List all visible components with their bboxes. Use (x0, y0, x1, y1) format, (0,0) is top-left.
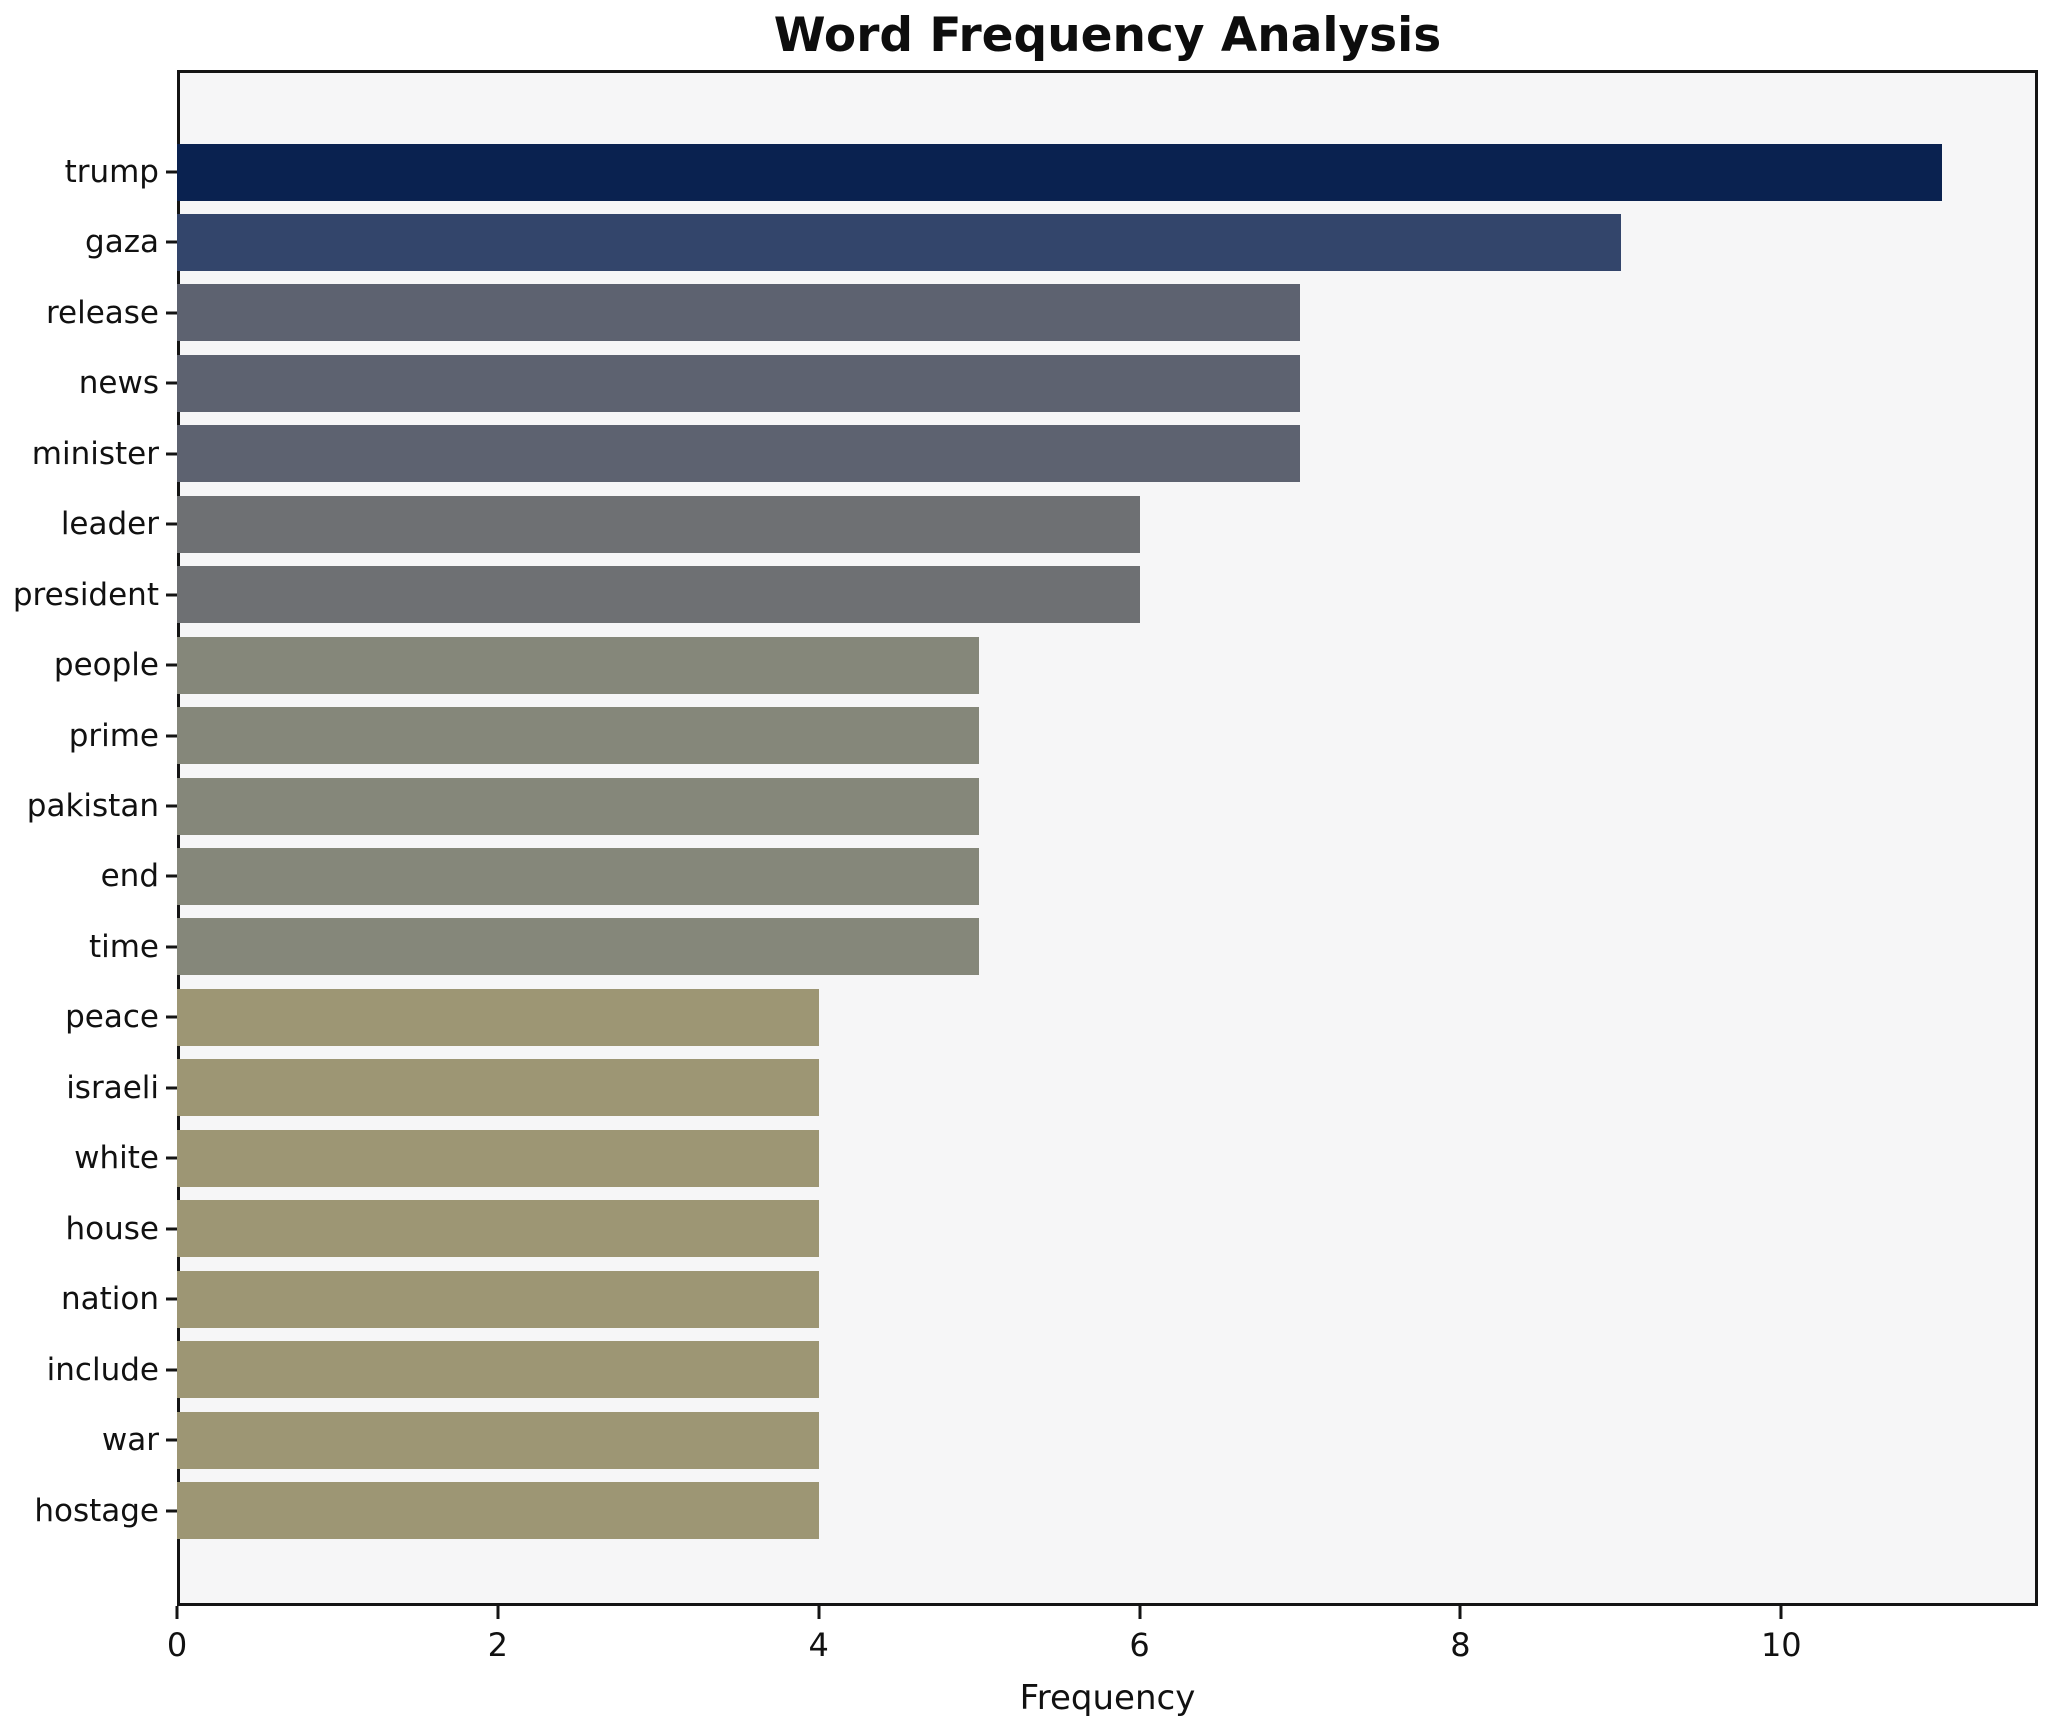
y-tick-mark (166, 1086, 177, 1090)
x-tick-mark (496, 1606, 500, 1619)
y-tick-mark (166, 1015, 177, 1019)
y-tick-label-time: time (88, 928, 159, 965)
bar-pakistan (177, 777, 980, 835)
bar-minister (177, 425, 1301, 483)
bar-house (177, 1200, 819, 1258)
y-tick-mark (166, 593, 177, 597)
x-tick-label-4: 4 (808, 1626, 829, 1664)
bar-time (177, 918, 980, 976)
y-tick-label-minister: minister (31, 435, 159, 472)
bar-include (177, 1341, 819, 1399)
y-tick-mark (166, 1156, 177, 1160)
bar-white (177, 1129, 819, 1187)
y-tick-label-white: white (74, 1140, 159, 1177)
x-tick-mark (1458, 1606, 1462, 1619)
bar-people (177, 636, 980, 694)
y-tick-label-end: end (100, 858, 159, 895)
x-tick-mark (175, 1606, 179, 1619)
bar-nation (177, 1270, 819, 1328)
x-tick-label-2: 2 (487, 1626, 509, 1664)
y-tick-label-prime: prime (68, 717, 159, 754)
y-tick-mark (166, 240, 177, 244)
bar-leader (177, 495, 1140, 553)
x-tick-label-10: 10 (1760, 1626, 1802, 1664)
x-tick-label-6: 6 (1129, 1626, 1150, 1664)
bar-prime (177, 707, 980, 765)
y-tick-label-people: people (53, 647, 159, 684)
y-tick-label-news: news (78, 365, 159, 402)
y-tick-label-israeli: israeli (66, 1069, 159, 1106)
bar-news (177, 354, 1301, 412)
y-tick-mark (166, 1509, 177, 1512)
y-tick-mark (166, 1368, 177, 1372)
bar-end (177, 847, 980, 905)
bar-release (177, 284, 1301, 342)
y-tick-label-include: include (46, 1351, 159, 1388)
y-tick-mark (166, 1438, 177, 1442)
y-tick-mark (166, 945, 177, 949)
x-axis-label: Frequency (1019, 1678, 1196, 1718)
chart-title: Word Frequency Analysis (773, 8, 1442, 63)
bar-hostage (177, 1482, 819, 1539)
y-tick-label-leader: leader (60, 506, 159, 543)
x-tick-label-8: 8 (1450, 1626, 1471, 1664)
bar-trump (177, 143, 1942, 201)
y-tick-mark (166, 381, 177, 385)
y-tick-mark (166, 663, 177, 667)
y-tick-mark (166, 311, 177, 315)
bar-israeli (177, 1059, 819, 1117)
y-tick-mark (166, 874, 177, 878)
y-tick-label-nation: nation (60, 1281, 159, 1318)
y-tick-mark (166, 1227, 177, 1231)
x-tick-mark (817, 1606, 821, 1619)
bar-president (177, 566, 1140, 624)
y-tick-mark (166, 452, 177, 456)
x-tick-mark (1138, 1606, 1142, 1619)
x-tick-label-0: 0 (166, 1626, 188, 1664)
y-tick-label-president: president (12, 576, 159, 613)
x-tick-mark (1779, 1606, 1783, 1619)
bars-layer (177, 70, 2038, 1606)
bar-peace (177, 988, 819, 1046)
y-tick-label-gaza: gaza (85, 224, 159, 261)
y-tick-label-trump: trump (64, 154, 159, 190)
y-tick-mark (166, 804, 177, 808)
y-tick-label-hostage: hostage (34, 1492, 159, 1529)
y-tick-mark (166, 734, 177, 738)
bar-war (177, 1411, 819, 1469)
y-tick-label-peace: peace (65, 999, 159, 1036)
y-tick-label-release: release (45, 294, 159, 331)
y-tick-mark (166, 170, 177, 174)
y-tick-label-pakistan: pakistan (26, 788, 159, 825)
bar-gaza (177, 213, 1621, 271)
y-tick-label-house: house (65, 1210, 159, 1247)
y-tick-mark (166, 522, 177, 526)
y-tick-mark (166, 1297, 177, 1301)
y-tick-label-war: war (101, 1422, 159, 1459)
